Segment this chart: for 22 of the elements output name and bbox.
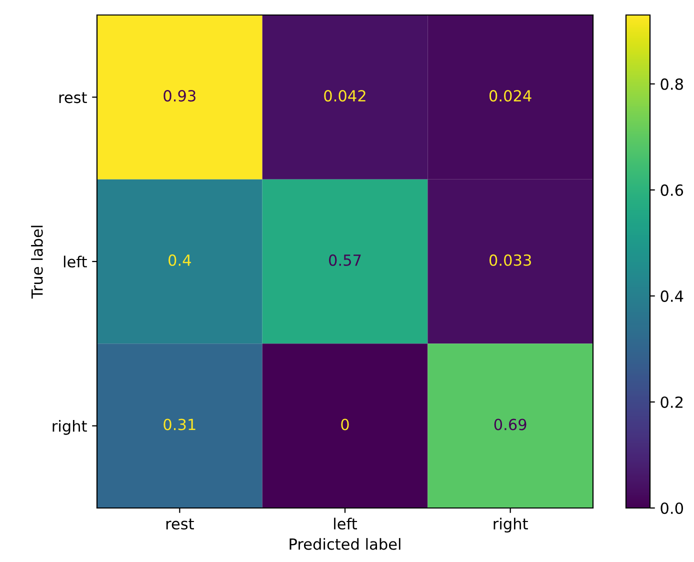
color-bar-label: 0.8 — [660, 78, 683, 90]
color-bar-label: 0.2 — [660, 396, 682, 408]
x-axis-title: Predicted label — [290, 538, 400, 550]
data-label: 0 — [341, 418, 349, 430]
data-label: 0.042 — [324, 90, 366, 102]
data-label: 0.93 — [164, 90, 196, 102]
x-tick-label: rest — [166, 518, 194, 530]
y-tick-label: left — [64, 256, 87, 268]
x-tick-label: right — [494, 518, 528, 533]
color-bar-label: 0.6 — [660, 184, 684, 196]
y-tick-label: rest — [59, 92, 87, 104]
y-axis-title: True label — [31, 226, 43, 299]
data-label: 0.69 — [494, 418, 526, 430]
color-bar-label: 0.0 — [660, 502, 684, 514]
data-label: 0.4 — [168, 254, 191, 266]
data-label: 0.024 — [489, 90, 532, 102]
x-tick-label: left — [334, 518, 358, 530]
data-label: 0.57 — [329, 254, 361, 266]
data-label: 0.31 — [164, 418, 196, 430]
data-label: 0.033 — [489, 254, 531, 266]
y-tick-label: right — [52, 420, 87, 435]
color-bar-label: 0.4 — [660, 290, 684, 302]
